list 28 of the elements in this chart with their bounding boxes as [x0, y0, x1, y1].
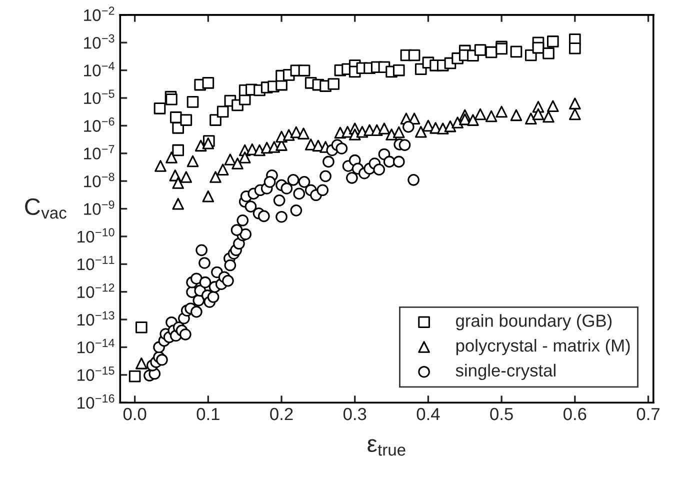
legend-label: polycrystal - matrix (M)	[456, 338, 630, 356]
x-tick-label: 0.5	[490, 408, 513, 420]
legend-label: grain boundary (GB)	[456, 314, 612, 330]
y-tick-label: 10$^{−8}$	[84, 172, 114, 188]
y-tick-label: 10$^{−15}$	[78, 366, 114, 381]
x-tick-label: 0.2	[270, 408, 293, 420]
x-tick-label: 0.3	[343, 408, 366, 420]
y-tick-label: 10$^{−12}$	[78, 284, 114, 298]
y-tick-label: 10$^{−14}$	[78, 338, 114, 354]
y-axis-title: C$_{vac}$	[25, 198, 66, 219]
x-axis-title: ε$_{true}$	[368, 439, 406, 456]
y-tick-label: 10$^{−3}$	[84, 34, 114, 49]
y-tick-label: 10$^{−13}$	[78, 311, 114, 326]
x-tick-label: 0.6	[564, 408, 586, 420]
legend-label: single-crystal	[456, 364, 556, 380]
y-tick-label: 10$^{−7}$	[84, 145, 114, 160]
y-tick-label: 10$^{−4}$	[84, 62, 114, 76]
x-tick-label: 0.4	[416, 408, 440, 420]
y-tick-label: 10$^{−6}$	[84, 117, 114, 132]
y-tick-label: 10$^{−2}$	[84, 6, 114, 22]
x-tick-label: 0.1	[196, 408, 220, 420]
x-tick-label: 0.7	[636, 408, 660, 420]
y-tick-label: 10$^{−16}$	[78, 394, 114, 409]
y-tick-label: 10$^{−11}$	[78, 256, 114, 270]
y-tick-label: 10$^{−10}$	[78, 228, 114, 243]
y-tick-label: 10$^{−9}$	[84, 200, 114, 215]
y-tick-label: 10$^{−5}$	[84, 90, 114, 104]
x-tick-label: 0.0	[123, 408, 146, 420]
